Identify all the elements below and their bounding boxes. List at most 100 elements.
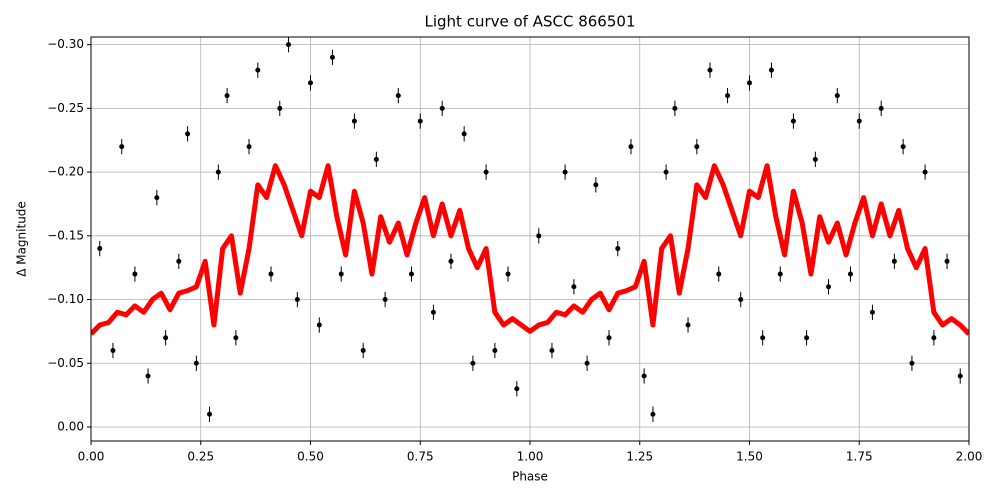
x-axis-label: Phase	[512, 470, 548, 484]
data-point	[382, 297, 388, 303]
data-point	[931, 335, 937, 341]
data-point	[448, 258, 454, 264]
data-point	[549, 348, 555, 354]
x-tick-label: 0.75	[407, 450, 434, 464]
data-point	[878, 105, 884, 111]
data-point	[255, 67, 261, 73]
data-point	[439, 105, 445, 111]
data-point	[268, 271, 274, 277]
data-point	[163, 335, 169, 341]
data-point	[593, 182, 599, 188]
data-point	[132, 271, 138, 277]
trend-line	[91, 163, 969, 336]
data-point	[716, 271, 722, 277]
data-point	[176, 258, 182, 264]
data-point	[360, 348, 366, 354]
data-point	[663, 169, 669, 175]
data-point	[492, 348, 498, 354]
y-tick-label: −0.25	[47, 101, 84, 115]
data-point	[193, 360, 199, 366]
data-point	[790, 118, 796, 124]
data-point	[606, 335, 612, 341]
x-tick-label: 1.75	[846, 450, 873, 464]
data-point	[97, 246, 103, 252]
data-point	[395, 93, 401, 99]
y-tick-label: −0.10	[47, 292, 84, 306]
data-point	[430, 309, 436, 315]
data-point	[514, 386, 520, 392]
data-point	[233, 335, 239, 341]
data-point	[483, 169, 489, 175]
data-point	[294, 297, 300, 303]
data-point	[847, 271, 853, 277]
data-point	[826, 284, 832, 290]
data-point	[804, 335, 810, 341]
x-tick-label: 0.00	[78, 450, 105, 464]
data-point	[584, 360, 590, 366]
data-point	[812, 156, 818, 162]
data-point	[738, 297, 744, 303]
data-point	[461, 131, 467, 137]
data-point	[246, 144, 252, 150]
data-point	[351, 118, 357, 124]
data-point	[725, 93, 731, 99]
data-point	[373, 156, 379, 162]
data-point	[707, 67, 713, 73]
data-point	[628, 144, 634, 150]
data-point	[650, 411, 656, 417]
y-tick-label: −0.20	[47, 165, 84, 179]
y-tick-label: −0.05	[47, 356, 84, 370]
plot-frame	[90, 36, 970, 442]
data-point	[154, 195, 160, 201]
x-tick-label: 1.25	[626, 450, 653, 464]
data-point	[869, 309, 875, 315]
data-point	[145, 373, 151, 379]
data-point	[408, 271, 414, 277]
data-point	[329, 54, 335, 60]
data-point	[286, 42, 292, 48]
data-point	[856, 118, 862, 124]
data-point	[110, 348, 116, 354]
data-point	[957, 373, 963, 379]
data-point	[224, 93, 230, 99]
data-point	[185, 131, 191, 137]
data-point	[641, 373, 647, 379]
y-tick-label: −0.15	[47, 228, 84, 242]
data-point	[277, 105, 283, 111]
data-point	[891, 258, 897, 264]
data-point	[760, 335, 766, 341]
data-point	[672, 105, 678, 111]
data-point	[777, 271, 783, 277]
data-point	[615, 246, 621, 252]
y-tick-label: 0.00	[57, 419, 84, 433]
data-point	[207, 411, 213, 417]
data-point	[900, 144, 906, 150]
data-point	[909, 360, 915, 366]
data-point	[536, 233, 542, 239]
data-point	[922, 169, 928, 175]
data-point	[505, 271, 511, 277]
x-tick-label: 2.00	[956, 450, 983, 464]
chart-title: Light curve of ASCC 866501	[425, 13, 636, 31]
data-point	[316, 322, 322, 328]
x-tick-label: 0.50	[297, 450, 324, 464]
data-point	[694, 144, 700, 150]
data-point	[470, 360, 476, 366]
data-point	[747, 80, 752, 86]
data-point	[768, 67, 774, 73]
data-point	[215, 169, 221, 175]
data-point	[562, 169, 568, 175]
data-point	[944, 258, 950, 264]
x-tick-label: 0.25	[187, 450, 214, 464]
data-point	[338, 271, 344, 277]
data-point	[834, 93, 840, 99]
x-tick-label: 1.00	[517, 450, 544, 464]
data-point	[685, 322, 691, 328]
y-tick-label: −0.30	[47, 37, 84, 51]
data-point	[308, 80, 313, 86]
data-point	[571, 284, 577, 290]
x-tick-label: 1.50	[736, 450, 763, 464]
data-point	[119, 144, 125, 150]
data-point	[417, 118, 423, 124]
